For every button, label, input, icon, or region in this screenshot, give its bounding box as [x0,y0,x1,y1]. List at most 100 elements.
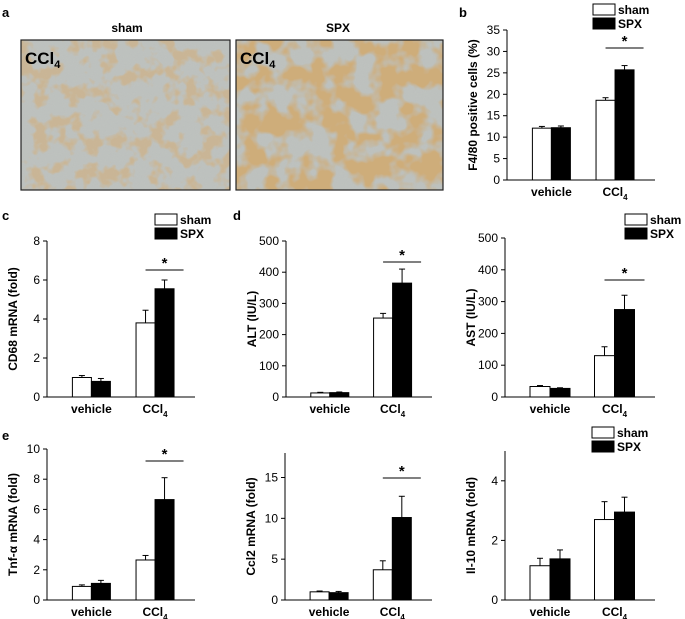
y-tick-label: 2 [33,563,40,577]
bar-sham-0 [71,585,92,601]
bar-spx-1 [154,288,175,398]
y-tick-label: 0 [491,593,498,607]
panel-label-e: e [2,428,9,443]
y-axis-label: AST (IU/L) [464,289,478,347]
y-tick-label: 300 [259,296,279,310]
chart-e1: 0 2 4 6 8 10 Tnf-α mRNA (fold) vehicle CCl4 * [6,442,195,619]
panel-label-c: c [2,208,9,223]
micrograph-spx-border [235,39,444,191]
bar-spx-0 [549,387,571,398]
chart-e2: 0 5 10 15 Ccl2 mRNA (fold) vehicle CCl4 * [244,453,432,619]
category-label: vehicle [71,605,112,619]
y-tick-label: 10 [265,511,279,525]
bar-spx-0 [90,582,111,601]
significance-star: * [162,255,168,272]
y-tick-label: 5 [493,152,500,166]
y-tick-label: 10 [27,442,41,456]
bar-sham-1 [373,317,394,398]
y-tick-label: 8 [33,234,40,248]
legend-swatch-sham [591,426,615,439]
category-label: vehicle [531,185,572,199]
y-axis-label: F4/80 positive cells (%) [466,39,480,170]
legend-label-sham: sham [180,213,211,227]
bar-sham-1 [594,355,615,398]
bar-sham-0 [310,392,331,398]
legend-swatch-sham [154,213,178,226]
legend-swatch-sham [624,213,648,226]
micrograph-title-sham: sham [111,21,142,35]
y-tick-label: 300 [478,295,498,309]
y-tick-label: 30 [487,44,501,58]
panel-label-d: d [233,208,241,223]
micrograph-spx: SPX CCl4 [235,21,444,191]
bar-sham-0 [531,127,552,181]
y-tick-label: 400 [259,265,279,279]
legend-swatch-spx [624,227,648,240]
y-tick-label: 6 [33,273,40,287]
legend-swatch-spx [591,440,615,453]
micrograph-sham-stain [21,40,230,190]
y-tick-label: 0 [272,390,279,404]
y-tick-label: 4 [33,312,40,326]
panel-label-b: b [459,5,467,20]
y-tick-label: 2 [33,351,40,365]
micrograph-sham-border [20,39,231,191]
legend-swatch-sham [592,3,616,16]
category-label: CCl4 [602,185,628,202]
y-tick-label: 6 [33,502,40,516]
y-tick-label: 8 [33,472,40,486]
y-tick-label: 0 [271,593,278,607]
category-label: vehicle [309,402,350,416]
category-label: vehicle [530,605,571,619]
category-label: CCl4 [380,402,406,419]
y-axis-label: Il-10 mRNA (fold) [464,477,478,574]
bar-sham-0 [71,377,92,398]
y-tick-label: 100 [259,359,279,373]
y-tick-label: 500 [478,231,498,245]
micrograph-spx-stain [236,40,443,190]
bar-sham-1 [135,559,156,601]
y-tick-label: 100 [478,358,498,372]
bar-spx-1 [614,69,635,181]
legend-label-spx: SPX [617,440,641,454]
bar-sham-0 [309,591,330,601]
y-axis-label: CD68 mRNA (fold) [6,267,20,371]
bar-sham-1 [594,519,615,601]
y-tick-label: 35 [487,23,501,37]
y-tick-label: 400 [478,263,498,277]
legend-label-spx: SPX [650,227,674,241]
category-label: vehicle [530,402,571,416]
y-tick-label: 0 [493,173,500,187]
y-axis-label: Ccl2 mRNA (fold) [244,477,258,575]
category-label: CCl4 [142,605,168,619]
significance-star: * [399,247,405,264]
category-label: vehicle [71,402,112,416]
micrograph-title-spx: SPX [326,21,350,35]
y-tick-label: 0 [33,390,40,404]
bar-sham-0 [529,386,551,398]
y-tick-label: 5 [271,552,278,566]
chart-d2: 0 100 200 300 400 500 AST (IU/L) vehicle CCl4 * sh… [464,213,681,419]
bar-spx-1 [614,511,635,601]
panel-label-a: a [2,5,10,20]
bar-spx-0 [550,127,571,181]
micrograph-sham-label: CCl4 [25,49,61,71]
y-tick-label: 2 [491,533,498,547]
legend-label-sham: sham [617,426,648,440]
significance-star: * [399,463,405,480]
category-label: CCl4 [380,605,406,619]
legend-label-spx: SPX [618,17,642,31]
bar-sham-0 [529,565,551,601]
category-label: CCl4 [602,605,628,619]
bar-spx-1 [614,309,635,398]
y-tick-label: 200 [259,328,279,342]
bar-sham-1 [595,99,616,181]
y-tick-label: 0 [33,593,40,607]
bar-sham-1 [372,569,393,601]
chart-d1: 0 100 200 300 400 500 ALT (IU/L) vehicle CCl4 * [245,234,432,419]
legend-label-spx: SPX [180,227,204,241]
